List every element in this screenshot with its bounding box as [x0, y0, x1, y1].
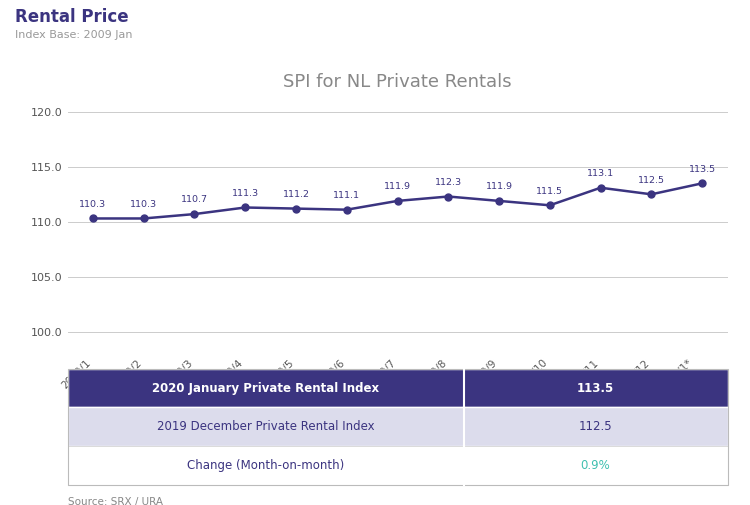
Text: 2020 January Private Rental Index: 2020 January Private Rental Index	[152, 381, 379, 394]
Text: 110.3: 110.3	[80, 200, 106, 209]
Title: SPI for NL Private Rentals: SPI for NL Private Rentals	[284, 73, 512, 91]
Text: 112.5: 112.5	[579, 420, 612, 433]
Text: Index Base: 2009 Jan: Index Base: 2009 Jan	[15, 30, 133, 40]
Text: 111.9: 111.9	[485, 182, 512, 191]
Text: 111.9: 111.9	[384, 182, 411, 191]
Text: 111.1: 111.1	[333, 191, 360, 200]
Text: 112.3: 112.3	[435, 178, 462, 187]
Text: 113.1: 113.1	[587, 169, 614, 178]
Text: 2019 December Private Rental Index: 2019 December Private Rental Index	[157, 420, 374, 433]
Text: 113.5: 113.5	[577, 381, 614, 394]
Text: 0.9%: 0.9%	[580, 459, 610, 472]
Text: Rental Price: Rental Price	[15, 8, 129, 26]
Text: 110.3: 110.3	[130, 200, 158, 209]
Text: 111.3: 111.3	[232, 189, 259, 198]
Text: Change (Month-on-month): Change (Month-on-month)	[187, 459, 344, 472]
Text: Source: SRX / URA: Source: SRX / URA	[68, 497, 163, 505]
Text: 110.7: 110.7	[181, 195, 208, 205]
Text: 112.5: 112.5	[638, 176, 664, 185]
Text: 113.5: 113.5	[688, 165, 715, 174]
Text: 111.2: 111.2	[283, 190, 310, 199]
Text: 111.5: 111.5	[536, 186, 563, 195]
